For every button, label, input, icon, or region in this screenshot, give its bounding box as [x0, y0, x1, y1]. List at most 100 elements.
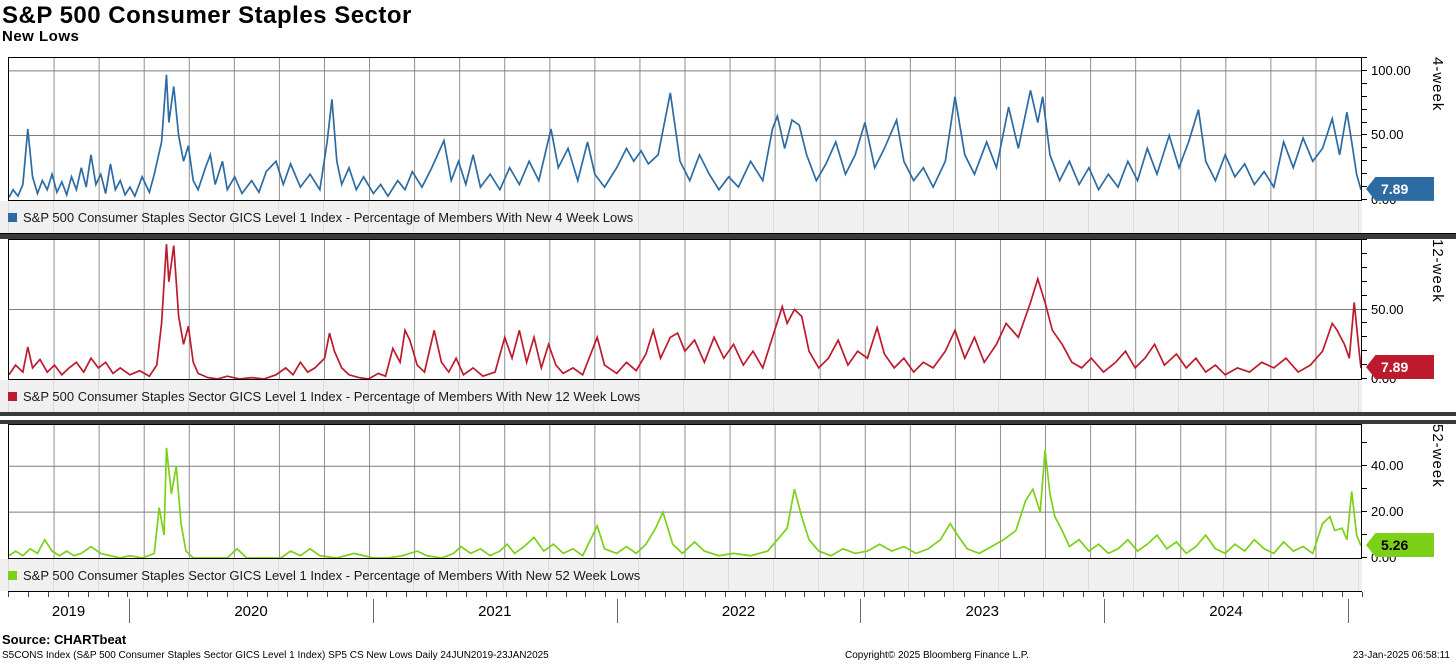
legend-4-week: S&P 500 Consumer Staples Sector GICS Lev… [0, 201, 1456, 233]
x-minor-tick [406, 592, 408, 597]
x-minor-tick [704, 592, 706, 597]
panel-52-week: 52-week 5.26 0.00 20.00 40.00 [0, 424, 1456, 565]
x-minor-tick [983, 592, 985, 597]
legend-12-week: S&P 500 Consumer Staples Sector GICS Lev… [0, 380, 1456, 412]
x-minor-tick [864, 592, 866, 597]
x-minor-tick [87, 592, 89, 597]
chart-svg-12-week [9, 240, 1361, 379]
legend-text-4-week: S&P 500 Consumer Staples Sector GICS Lev… [23, 209, 634, 225]
x-minor-tick [286, 592, 288, 597]
x-minor-tick [1023, 592, 1025, 597]
x-minor-tick [605, 592, 607, 597]
y-tick-label: 40.00 [1371, 458, 1404, 473]
x-minor-tick [505, 592, 507, 597]
x-minor-tick [1003, 592, 1005, 597]
x-minor-tick [1262, 592, 1264, 597]
footer-ticker-info: S5CONS Index (S&P 500 Consumer Staples S… [2, 650, 549, 661]
legend-text-12-week: S&P 500 Consumer Staples Sector GICS Lev… [23, 388, 641, 404]
x-minor-tick [1043, 592, 1045, 597]
legend-swatch-green-icon [8, 570, 17, 580]
plot-area-4-week [8, 57, 1362, 201]
data-line-52-week [9, 447, 1361, 558]
x-minor-tick [8, 592, 9, 597]
y-tick [1362, 488, 1367, 489]
x-minor-tick [246, 592, 248, 597]
x-minor-tick [784, 592, 786, 597]
x-minor-tick [47, 592, 49, 597]
y-tick [1362, 134, 1367, 135]
x-minor-tick [326, 592, 328, 597]
y-tick-label: 20.00 [1371, 504, 1404, 519]
x-minor-tick [446, 592, 448, 597]
x-minor-tick [685, 592, 686, 597]
x-minor-tick [426, 592, 428, 597]
data-line-4-week [9, 74, 1361, 199]
x-minor-tick [1123, 592, 1125, 597]
x-minor-tick [904, 592, 906, 597]
y-tick [1362, 147, 1367, 148]
axis-label-52-week: 52-week [1429, 424, 1446, 488]
x-minor-tick [824, 592, 826, 597]
x-minor-tick [465, 592, 467, 597]
x-minor-tick [1142, 592, 1144, 597]
panel-separator-double [0, 412, 1456, 424]
y-tick [1362, 281, 1367, 282]
x-minor-tick [27, 592, 29, 597]
y-tick-label: 50.00 [1371, 302, 1404, 317]
year-divider [1104, 599, 1106, 623]
y-tick [1362, 442, 1367, 443]
year-label-2024: 2024 [1209, 603, 1243, 620]
x-minor-tick [1282, 592, 1284, 597]
x-minor-tick [1162, 592, 1164, 597]
x-minor-tick [665, 592, 667, 597]
plot-area-52-week [8, 424, 1362, 559]
x-minor-tick [127, 592, 129, 597]
y-tick [1362, 96, 1367, 97]
y-tick [1362, 350, 1367, 351]
panel-separator [0, 233, 1456, 239]
x-minor-tick [525, 592, 527, 597]
year-divider [129, 599, 131, 623]
x-minor-tick [943, 592, 945, 597]
y-tick [1362, 364, 1367, 365]
year-label-2020: 2020 [234, 603, 268, 620]
axis-label-12-week: 12-week [1429, 239, 1446, 303]
x-axis: 2019 2020 2021 2022 2023 2024 [0, 591, 1456, 632]
y-tick [1362, 186, 1367, 187]
chart-svg-4-week [9, 58, 1361, 200]
x-minor-tick [804, 592, 806, 597]
x-minor-tick [147, 592, 149, 597]
x-minor-tick [386, 592, 388, 597]
footer: S5CONS Index (S&P 500 Consumer Staples S… [0, 647, 1456, 665]
x-minor-tick [107, 592, 109, 597]
y-tick [1362, 322, 1367, 323]
x-minor-tick [266, 592, 268, 597]
source-line: Source: CHARTbeat [2, 632, 127, 647]
y-tick-label: 100.00 [1371, 63, 1411, 78]
x-minor-tick [844, 592, 846, 597]
x-minor-tick [167, 592, 169, 597]
last-value-badge-12-week: 7.89 [1366, 355, 1434, 380]
x-minor-tick [1362, 592, 1363, 597]
x-minor-tick [645, 592, 647, 597]
footer-timestamp: 23-Jan-2025 06:58:11 [1352, 650, 1450, 661]
y-tick [1362, 295, 1367, 296]
legend-52-week: S&P 500 Consumer Staples Sector GICS Lev… [0, 559, 1456, 591]
year-label-2023: 2023 [965, 603, 999, 620]
x-minor-tick [1322, 592, 1324, 597]
x-minor-tick [923, 592, 925, 597]
year-label-2019: 2019 [51, 603, 86, 620]
y-tick [1362, 267, 1367, 268]
y-tick [1362, 557, 1367, 558]
footer-copyright: Copyright© 2025 Bloomberg Finance L.P. [845, 650, 1029, 661]
y-tick [1362, 465, 1367, 466]
chart-svg-52-week [9, 425, 1361, 558]
x-minor-tick [764, 592, 766, 597]
x-minor-tick [1302, 592, 1304, 597]
axis-label-4-week: 4-week [1429, 57, 1446, 112]
page-subtitle: New Lows [2, 28, 80, 46]
x-minor-tick [1342, 592, 1344, 597]
x-minor-tick [346, 592, 348, 597]
y-tick [1362, 378, 1367, 379]
